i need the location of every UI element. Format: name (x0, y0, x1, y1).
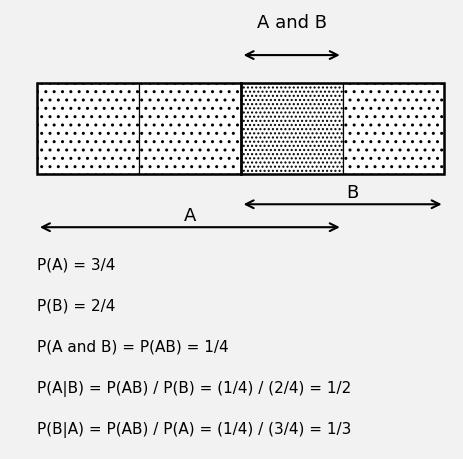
Text: A and B: A and B (257, 14, 327, 32)
Text: P(A and B) = P(AB) = 1/4: P(A and B) = P(AB) = 1/4 (37, 340, 229, 355)
Text: P(B|A) = P(AB) / P(A) = (1/4) / (3/4) = 1/3: P(B|A) = P(AB) / P(A) = (1/4) / (3/4) = … (37, 422, 351, 438)
Bar (37, 83, 444, 174)
Text: B: B (346, 184, 358, 202)
Text: P(B) = 2/4: P(B) = 2/4 (37, 298, 115, 313)
Bar (37, 83, 139, 174)
Bar (241, 83, 343, 174)
Text: A: A (184, 207, 196, 225)
Bar (139, 83, 241, 174)
Text: P(A|B) = P(AB) / P(B) = (1/4) / (2/4) = 1/2: P(A|B) = P(AB) / P(B) = (1/4) / (2/4) = … (37, 381, 351, 397)
Bar (343, 83, 444, 174)
Text: P(A) = 3/4: P(A) = 3/4 (37, 257, 115, 272)
